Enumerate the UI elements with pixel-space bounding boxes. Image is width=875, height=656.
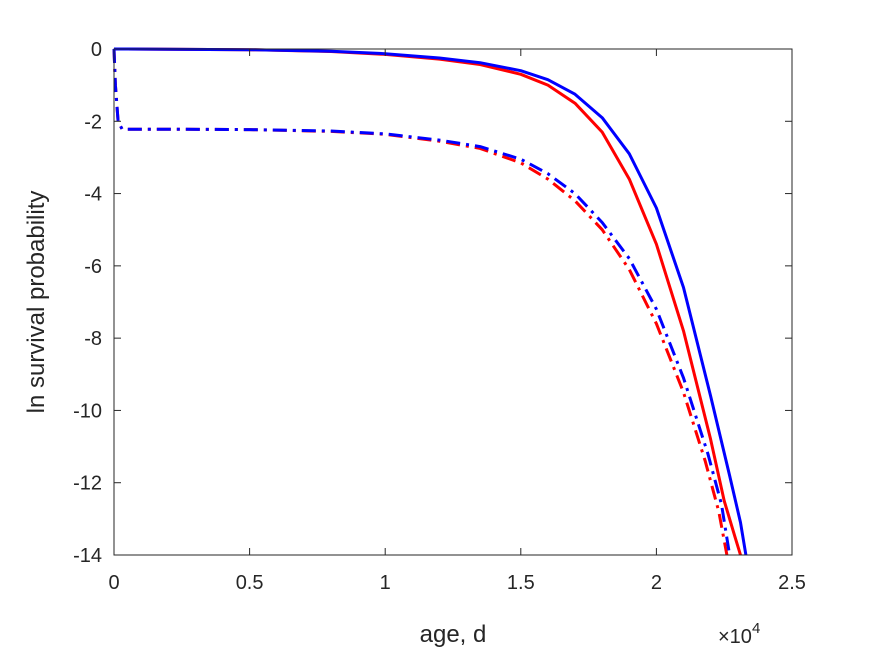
- x-exponent-label: ×104: [718, 620, 760, 648]
- series-layer: [112, 47, 748, 556]
- y-tick-label: -6: [84, 256, 102, 278]
- y-tick-label: -10: [73, 400, 102, 422]
- x-tick-label: 2: [651, 572, 662, 594]
- y-tick-label: -8: [84, 328, 102, 350]
- series-line-4: [112, 48, 732, 556]
- x-axis: 0 0.5 1 1.5 2 2.5: [108, 49, 806, 594]
- y-axis: 0 -2 -4 -6 -8 -10 -12 -14: [73, 39, 792, 567]
- y-tick-label: 0: [91, 39, 102, 61]
- plot-background: [114, 49, 792, 555]
- x-axis-label: age, d: [420, 621, 487, 648]
- plot-frame: [113, 48, 793, 556]
- x-tick-label: 2.5: [778, 572, 806, 594]
- x-tick-label: 0.5: [236, 572, 264, 594]
- x-exponent-power: 4: [752, 620, 760, 637]
- y-axis-label: ln survival probability: [23, 191, 50, 414]
- y-tick-label: -2: [84, 111, 102, 133]
- x-tick-label: 1: [380, 572, 391, 594]
- series-line-2: [113, 47, 748, 556]
- x-tick-label: 1.5: [507, 572, 535, 594]
- x-tick-label: 0: [108, 572, 119, 594]
- x-exponent-base: ×10: [718, 626, 752, 648]
- y-tick-label: -12: [73, 473, 102, 495]
- y-tick-label: -14: [73, 545, 102, 567]
- y-tick-label: -4: [84, 184, 102, 206]
